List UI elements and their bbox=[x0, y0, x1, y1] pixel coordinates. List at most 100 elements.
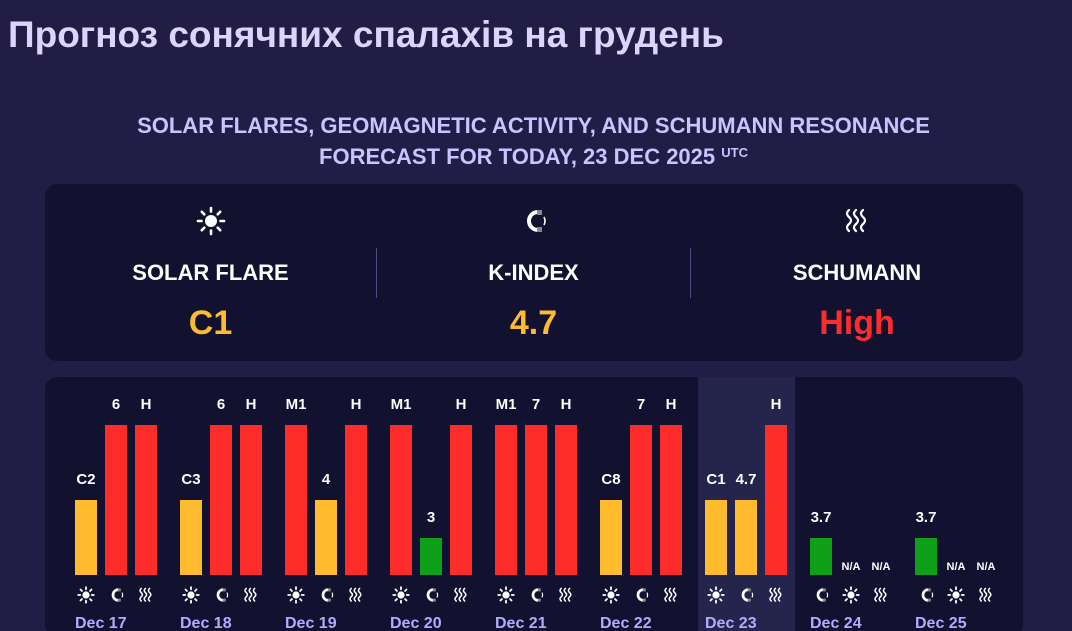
waves-icon bbox=[450, 584, 472, 606]
schumann-bar[interactable] bbox=[135, 425, 157, 575]
schumann-bar[interactable] bbox=[765, 425, 787, 575]
magnet-icon bbox=[810, 584, 832, 606]
sun-icon bbox=[495, 584, 517, 606]
schumann-bar[interactable] bbox=[240, 425, 262, 575]
schumann-label: H bbox=[770, 396, 782, 413]
day-label: Dec 21 bbox=[495, 615, 547, 631]
flare-label: C2 bbox=[76, 471, 96, 488]
sun-icon bbox=[285, 584, 307, 606]
day-label: Dec 24 bbox=[810, 615, 862, 631]
k-index-bar[interactable] bbox=[420, 538, 442, 575]
waves-icon bbox=[555, 584, 577, 606]
magnet-icon bbox=[377, 206, 690, 236]
sun-icon bbox=[945, 584, 967, 606]
k-index-value: 4.7 bbox=[509, 304, 558, 342]
summary-divider bbox=[690, 248, 691, 298]
k-index-label: 3.7 bbox=[915, 509, 937, 526]
k-index-bar[interactable] bbox=[210, 425, 232, 575]
page-title: Прогноз сонячних спалахів на грудень bbox=[8, 14, 724, 55]
schumann-label: H bbox=[560, 396, 572, 413]
flare-bar[interactable] bbox=[600, 500, 622, 575]
sun-icon bbox=[390, 584, 412, 606]
k-index-bar[interactable] bbox=[525, 425, 547, 575]
flare-label: M1 bbox=[495, 396, 517, 413]
k-index-bar[interactable] bbox=[105, 425, 127, 575]
k-index-bar[interactable] bbox=[735, 500, 757, 575]
schumann-bar[interactable] bbox=[660, 425, 682, 575]
magnet-icon bbox=[630, 584, 652, 606]
sun-icon bbox=[705, 584, 727, 606]
flare-bar[interactable] bbox=[390, 425, 412, 575]
subtitle-line1: SOLAR FLARES, GEOMAGNETIC ACTIVITY, AND … bbox=[137, 113, 930, 138]
k-index-label: K-INDEX bbox=[488, 260, 579, 285]
waves-icon bbox=[765, 584, 787, 606]
magnet-icon bbox=[915, 584, 937, 606]
flare-bar[interactable] bbox=[495, 425, 517, 575]
k-index-summary: K-INDEX 4.7 bbox=[377, 184, 690, 361]
sun-icon bbox=[180, 584, 202, 606]
magnet-icon bbox=[210, 584, 232, 606]
flare-label: N/A bbox=[841, 561, 861, 573]
day-label: Dec 19 bbox=[285, 615, 337, 631]
waves-icon bbox=[660, 584, 682, 606]
today-summary-card: SOLAR FLARE C1 K-INDEX 4.7 SCHU bbox=[45, 184, 1023, 361]
schumann-bar[interactable] bbox=[555, 425, 577, 575]
waves-icon bbox=[975, 584, 997, 606]
flare-label: M1 bbox=[285, 396, 307, 413]
flare-bar[interactable] bbox=[285, 425, 307, 575]
sun-icon bbox=[840, 584, 862, 606]
k-index-bar[interactable] bbox=[810, 538, 832, 575]
day-label: Dec 22 bbox=[600, 615, 652, 631]
schumann-bar[interactable] bbox=[345, 425, 367, 575]
flare-label: M1 bbox=[390, 396, 412, 413]
sun-icon bbox=[75, 584, 97, 606]
k-index-label: 4.7 bbox=[735, 471, 757, 488]
waves-icon bbox=[691, 206, 1023, 236]
waves-icon bbox=[870, 584, 892, 606]
solar-flare-label: SOLAR FLARE bbox=[132, 260, 289, 285]
schumann-label: H bbox=[665, 396, 677, 413]
subtitle-line2: FORECAST FOR TODAY, 23 DEC 2025 UTC bbox=[0, 141, 1067, 172]
k-index-bar[interactable] bbox=[630, 425, 652, 575]
day-label: Dec 25 bbox=[915, 615, 967, 631]
flare-label: C3 bbox=[181, 471, 201, 488]
daily-timeline[interactable]: C2 6 H Dec 17 C3 6 H Dec 18 M1 4 H Dec 19 M1 3 H Dec 20… bbox=[45, 377, 1023, 631]
flare-label: C8 bbox=[601, 471, 621, 488]
day-label: Dec 18 bbox=[180, 615, 232, 631]
solar-flare-value: C1 bbox=[188, 304, 233, 342]
magnet-icon bbox=[105, 584, 127, 606]
magnet-icon bbox=[420, 584, 442, 606]
schumann-value: High bbox=[819, 304, 895, 342]
k-index-bar[interactable] bbox=[315, 500, 337, 575]
forecast-subtitle: SOLAR FLARES, GEOMAGNETIC ACTIVITY, AND … bbox=[0, 110, 1067, 172]
sun-icon bbox=[45, 206, 376, 236]
utc-label: UTC bbox=[721, 145, 748, 160]
schumann-bar[interactable] bbox=[450, 425, 472, 575]
schumann-label: H bbox=[245, 396, 257, 413]
day-label: Dec 20 bbox=[390, 615, 442, 631]
waves-icon bbox=[45, 584, 50, 606]
schumann-label: SCHUMANN bbox=[792, 260, 922, 285]
schumann-label: H bbox=[140, 396, 152, 413]
sun-icon bbox=[600, 584, 622, 606]
k-index-label: 3.7 bbox=[810, 509, 832, 526]
waves-icon bbox=[135, 584, 157, 606]
day-label: Dec 17 bbox=[75, 615, 127, 631]
k-index-label: 6 bbox=[111, 396, 121, 413]
waves-icon bbox=[240, 584, 262, 606]
waves-icon bbox=[345, 584, 367, 606]
flare-label: C1 bbox=[706, 471, 726, 488]
k-index-bar[interactable] bbox=[915, 538, 937, 575]
k-index-label: 7 bbox=[636, 396, 646, 413]
magnet-icon bbox=[525, 584, 547, 606]
schumann-label: H bbox=[455, 396, 467, 413]
solar-flare-summary: SOLAR FLARE C1 bbox=[45, 184, 376, 361]
flare-label: N/A bbox=[946, 561, 966, 573]
k-index-label: 6 bbox=[216, 396, 226, 413]
flare-bar[interactable] bbox=[705, 500, 727, 575]
flare-bar[interactable] bbox=[75, 500, 97, 575]
flare-bar[interactable] bbox=[180, 500, 202, 575]
schumann-label: N/A bbox=[871, 561, 891, 573]
magnet-icon bbox=[315, 584, 337, 606]
k-index-label: 4 bbox=[321, 471, 331, 488]
